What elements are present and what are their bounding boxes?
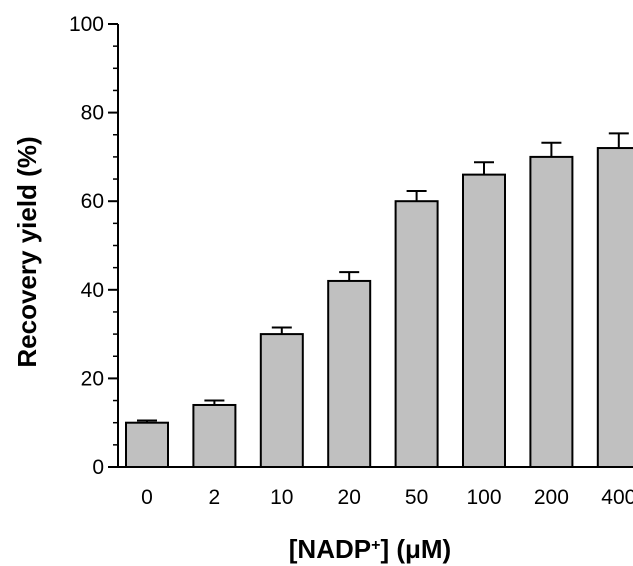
bar-100 xyxy=(462,173,506,468)
x-axis-label-suffix: ] (μM) xyxy=(380,534,451,564)
y-tick-label-100: 100 xyxy=(69,13,104,36)
y-tick-label-0: 0 xyxy=(92,456,104,479)
x-tick-label-10: 10 xyxy=(270,486,293,509)
bar-0 xyxy=(125,421,169,469)
y-tick-label-80: 80 xyxy=(81,102,104,125)
x-tick-label-400: 400 xyxy=(601,486,633,509)
x-axis-label-superscript: + xyxy=(371,537,380,554)
x-tick-label-200: 200 xyxy=(534,486,569,509)
y-axis-label: Recovery yield (%) xyxy=(12,136,42,367)
x-tick-label-100: 100 xyxy=(466,486,501,509)
bar-50 xyxy=(394,200,439,468)
bar-2 xyxy=(192,403,237,469)
x-axis-label: [NADP+] (μM) xyxy=(289,534,451,564)
bar-400 xyxy=(596,147,633,468)
bar-200 xyxy=(529,155,574,468)
bar-20 xyxy=(327,279,372,468)
x-tick-label-2: 2 xyxy=(209,486,221,509)
bars-group xyxy=(125,147,633,469)
bar-10 xyxy=(259,333,304,468)
x-tick-label-20: 20 xyxy=(338,486,361,509)
x-tick-label-0: 0 xyxy=(141,486,153,509)
y-ticks-group: 0 20 40 60 80 100 xyxy=(69,13,118,479)
error-bars-group xyxy=(137,132,629,423)
x-tick-label-50: 50 xyxy=(405,486,428,509)
x-ticks-group: 0 2 10 20 50 100 200 400 xyxy=(141,486,633,509)
x-axis-label-prefix: [NADP xyxy=(289,534,371,564)
y-tick-label-40: 40 xyxy=(81,279,104,302)
y-tick-label-20: 20 xyxy=(81,367,104,390)
y-tick-label-60: 60 xyxy=(81,190,104,213)
